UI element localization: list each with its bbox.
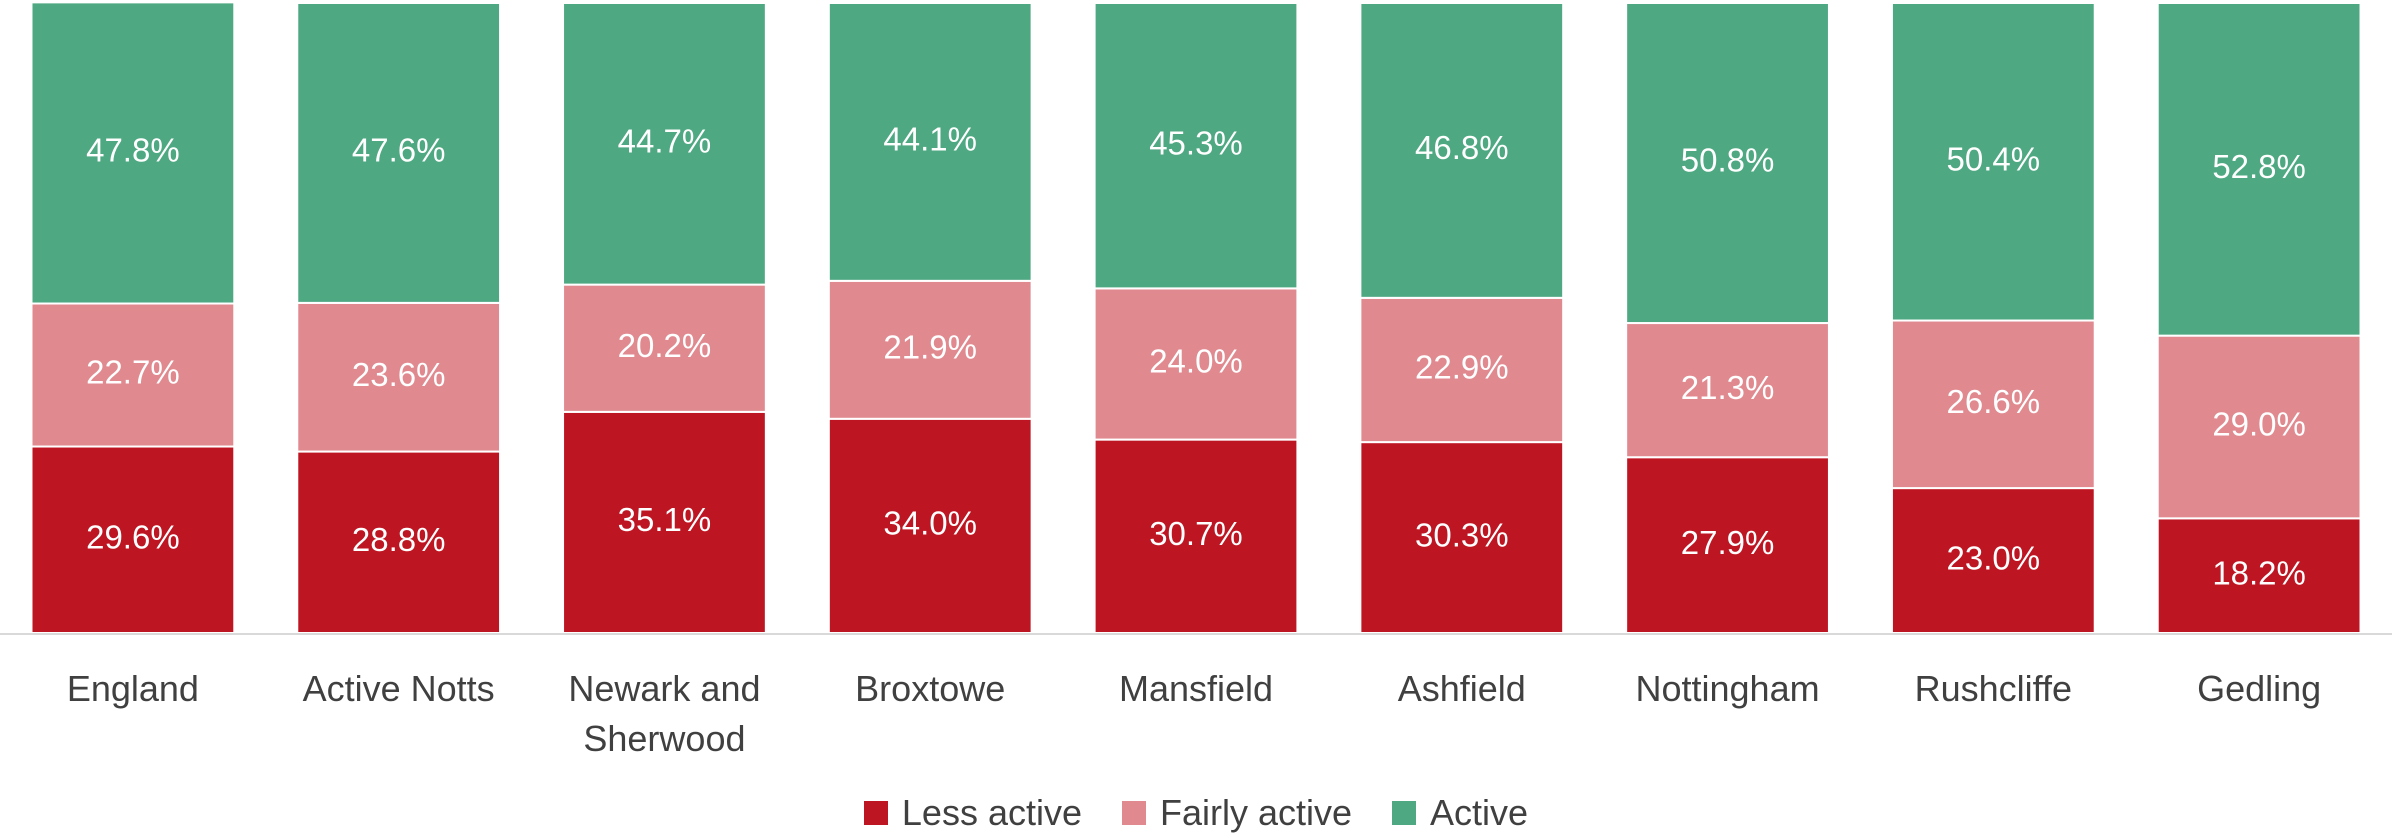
data-label: 27.9% [1681, 524, 1775, 561]
data-label: 22.7% [86, 354, 180, 391]
bar-segment [2156, 334, 2362, 520]
x-tick-label: Rushcliffe [1914, 668, 2073, 709]
data-label: 44.1% [883, 121, 977, 158]
bar-segment [30, 445, 236, 634]
data-label: 26.6% [1947, 383, 2041, 420]
legend-label: Active [1430, 792, 1529, 833]
data-label: 20.2% [618, 327, 712, 364]
bar-segment [2156, 2, 2362, 337]
x-tick-label: Nottingham [1635, 668, 1820, 709]
data-label: 44.7% [618, 123, 712, 160]
bar-segment [30, 302, 236, 448]
bar-segment [30, 1, 236, 305]
legend-label: Less active [901, 792, 1082, 833]
data-label: 45.3% [1149, 124, 1243, 161]
data-label: 47.8% [86, 132, 180, 169]
x-tick-label: Active Notts [302, 668, 495, 709]
data-label: 35.1% [618, 501, 712, 538]
data-label: 52.8% [2212, 148, 2306, 185]
bar-segment [1625, 456, 1830, 635]
chart: 29.6% 22.7% 47.8% 28.8% 23.6% 47.6% 35.1% 20.2%… [0, 1, 2392, 635]
bar-segment [296, 450, 502, 634]
data-label: 18.2% [2212, 554, 2306, 591]
x-tick-label: Gedling [2197, 668, 2322, 709]
bar-segment [827, 2, 1033, 282]
legend-item: Fairly active [1122, 792, 1352, 834]
data-label: 34.0% [883, 505, 977, 542]
data-label: 28.8% [352, 521, 446, 558]
data-label: 30.3% [1415, 516, 1509, 553]
x-tick-label: Newark and Sherwood [568, 668, 761, 759]
data-label: 21.3% [1681, 369, 1775, 406]
bar-segment [1625, 2, 1830, 325]
legend-swatch [1122, 801, 1146, 825]
data-label: 22.9% [1415, 349, 1509, 386]
bar-segment [1093, 2, 1299, 290]
data-label: 23.0% [1947, 539, 2041, 576]
data-label: 24.0% [1149, 343, 1243, 380]
data-label: 46.8% [1415, 129, 1509, 166]
legend-label: Fairly active [1160, 792, 1353, 833]
bar-segment [296, 301, 502, 453]
legend-item: Less active [863, 792, 1082, 834]
bar-segment [1625, 322, 1830, 459]
bar-segment [1359, 2, 1565, 299]
data-label: 29.0% [2212, 406, 2306, 443]
data-label: 30.7% [1149, 515, 1243, 552]
legend-item: Active [1392, 792, 1528, 834]
bar-segment [296, 2, 502, 304]
data-label: 29.6% [86, 518, 180, 555]
x-tick-label: England [66, 668, 199, 709]
x-tick-label: Ashfield [1397, 668, 1526, 709]
bar-segment [827, 417, 1033, 634]
data-label: 50.4% [1947, 140, 2041, 177]
legend-swatch [863, 801, 888, 825]
legend-swatch [1392, 801, 1417, 825]
data-label: 50.8% [1681, 142, 1775, 179]
bar-segment [2156, 517, 2362, 635]
x-tick-label: Mansfield [1118, 668, 1274, 709]
x-tick-label: Broxtowe [855, 668, 1006, 709]
data-label: 21.9% [883, 329, 977, 366]
bar-segment [1093, 438, 1299, 634]
legend: Less active Fairly active Active [0, 792, 2392, 834]
bar-segment [827, 279, 1033, 420]
bar-segment [562, 2, 767, 286]
bar-segment [1359, 296, 1565, 444]
data-label: 23.6% [352, 356, 446, 393]
bar-segment [562, 283, 767, 413]
bar-segment [1890, 2, 2096, 322]
bar-segment [1359, 441, 1565, 634]
bar-segment [1890, 319, 2096, 490]
data-label: 47.6% [352, 132, 446, 169]
